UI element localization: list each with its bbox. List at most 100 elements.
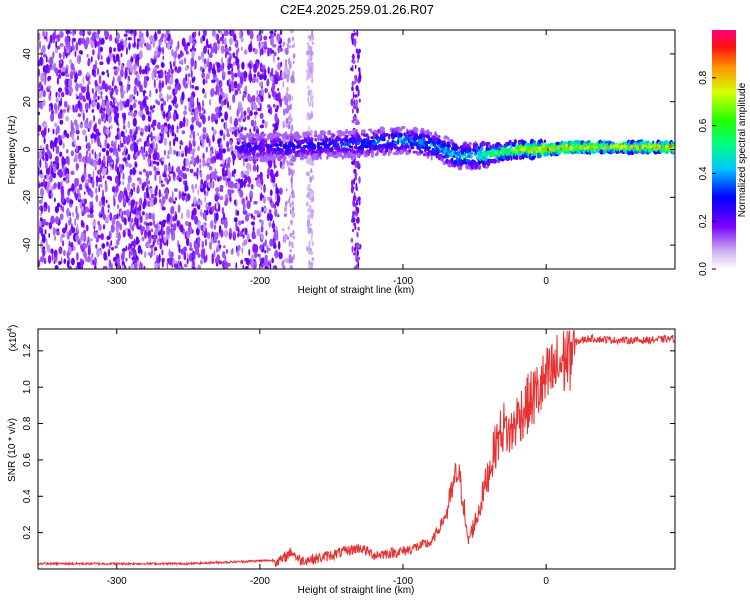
band-cell: [352, 217, 356, 223]
noise-cell: [154, 31, 157, 41]
noise-cell: [97, 220, 100, 226]
noise-cell: [114, 245, 118, 249]
noise-cell: [110, 140, 114, 148]
ridge-cell: [307, 132, 312, 136]
noise-cell: [278, 91, 281, 101]
noise-cell: [273, 51, 277, 57]
noise-cell: [177, 165, 181, 175]
noise-cell: [225, 97, 228, 102]
noise-cell: [129, 243, 132, 249]
noise-cell: [126, 85, 129, 94]
noise-cell: [218, 260, 222, 265]
noise-cell: [45, 31, 48, 37]
noise-cell: [166, 225, 171, 235]
band-cell: [311, 232, 314, 237]
ridge-cell: [292, 150, 295, 153]
noise-cell: [178, 190, 181, 200]
noise-cell: [91, 138, 93, 145]
ridge-cell: [242, 158, 245, 161]
band-cell: [285, 188, 288, 192]
band-cell: [282, 41, 286, 46]
noise-cell: [125, 129, 128, 134]
noise-cell: [82, 129, 87, 136]
noise-cell: [270, 198, 272, 204]
noise-cell: [172, 88, 176, 96]
noise-cell: [123, 217, 127, 226]
noise-cell: [215, 34, 218, 41]
noise-cell: [76, 212, 80, 221]
ridge-cell: [249, 156, 254, 162]
noise-cell: [231, 30, 235, 37]
noise-cell: [200, 36, 203, 44]
ridge-cell: [310, 138, 314, 143]
noise-cell: [268, 209, 272, 215]
noise-cell: [116, 258, 121, 263]
noise-cell: [131, 256, 135, 261]
noise-cell: [87, 30, 92, 33]
colorbar-tick-label: 0.4: [698, 166, 709, 180]
noise-cell: [91, 109, 94, 113]
ridge-cell: [314, 130, 317, 135]
band-cell: [311, 174, 315, 181]
noise-cell: [74, 50, 77, 58]
noise-cell: [130, 143, 134, 152]
spectrogram-cells: [38, 30, 675, 269]
y-tick-label: 0.4: [22, 489, 33, 503]
ridge-cell: [365, 144, 370, 149]
noise-cell: [152, 241, 155, 247]
noise-cell: [94, 38, 97, 49]
noise-cell: [46, 244, 51, 253]
noise-cell: [166, 93, 169, 103]
noise-cell: [243, 49, 248, 55]
noise-cell: [117, 261, 121, 269]
noise-cell: [134, 161, 137, 167]
noise-cell: [270, 76, 274, 81]
band-cell: [290, 181, 293, 190]
noise-cell: [59, 43, 64, 47]
noise-cell: [118, 180, 121, 185]
y-tick-label: 0.2: [22, 525, 33, 539]
ridge-cell: [468, 141, 472, 146]
noise-cell: [45, 55, 48, 63]
noise-cell: [210, 150, 213, 158]
noise-cell: [92, 259, 95, 266]
noise-cell: [78, 92, 83, 101]
noise-cell: [276, 233, 279, 241]
noise-cell: [253, 66, 257, 73]
noise-cell: [60, 97, 62, 107]
noise-cell: [191, 84, 195, 89]
noise-cell: [101, 71, 105, 76]
band-cell: [358, 163, 361, 168]
noise-cell: [101, 111, 106, 120]
noise-cell: [183, 173, 188, 180]
band-cell: [307, 112, 310, 117]
noise-cell: [267, 66, 270, 75]
noise-cell: [243, 239, 248, 246]
noise-cell: [216, 153, 220, 160]
noise-cell: [122, 251, 125, 257]
noise-cell: [54, 103, 57, 111]
noise-cell: [192, 148, 196, 153]
svg-text:(x104): (x104): [7, 325, 19, 352]
noise-cell: [203, 180, 206, 188]
band-cell: [307, 191, 310, 197]
noise-cell: [139, 84, 143, 93]
noise-cell: [219, 30, 223, 35]
noise-cell: [208, 165, 213, 171]
ridge-cell: [374, 144, 379, 151]
noise-cell: [181, 130, 186, 135]
band-cell: [308, 263, 311, 269]
ridge-cell: [520, 147, 524, 151]
noise-cell: [103, 265, 108, 269]
noise-cell: [71, 37, 74, 46]
ridge-cell: [419, 150, 424, 154]
noise-cell: [108, 46, 113, 55]
noise-cell: [125, 98, 130, 108]
noise-cell: [104, 183, 108, 193]
band-cell: [356, 30, 359, 37]
ridge-cell: [254, 132, 259, 138]
band-cell: [281, 164, 285, 170]
snr-y-multiplier-close: ): [8, 325, 19, 328]
noise-cell: [216, 85, 220, 90]
noise-cell: [271, 82, 276, 91]
